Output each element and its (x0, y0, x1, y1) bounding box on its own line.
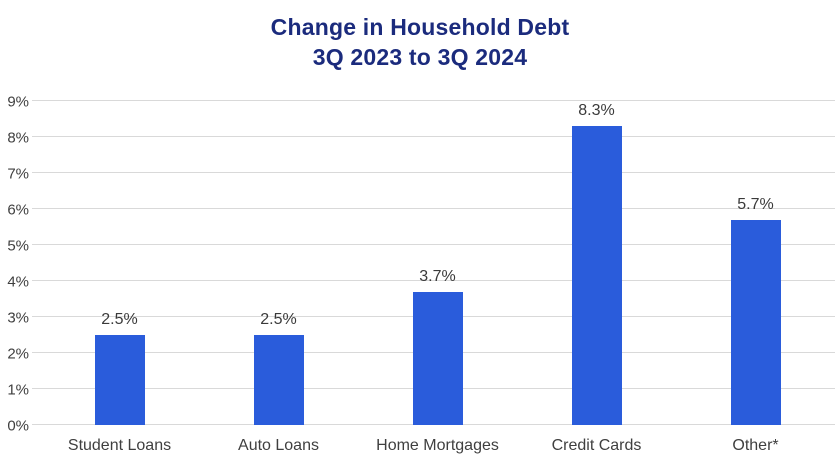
category-label: Credit Cards (551, 437, 642, 454)
ytick-label-3%: 3% (7, 309, 29, 327)
ytick-label-6%: 6% (7, 201, 29, 219)
chart-title: Change in Household Debt 3Q 2023 to 3Q 2… (0, 12, 840, 72)
ytick-mark-7% (32, 171, 40, 173)
category-label: Home Mortgages (376, 437, 499, 454)
ytick-label-0%: 0% (7, 417, 29, 435)
gridline-7% (40, 171, 835, 173)
ytick-mark-9% (32, 99, 40, 101)
ytick-label-1%: 1% (7, 381, 29, 399)
ytick-mark-1% (32, 387, 40, 390)
bar-slot-auto-loans: 2.5% Auto Loans (199, 101, 358, 454)
ytick-mark-0% (32, 423, 40, 425)
bar-credit-cards (571, 126, 622, 425)
bar-other- (730, 219, 781, 425)
ytick-mark-6% (32, 207, 40, 209)
bar-value-label: 8.3% (578, 102, 615, 120)
bar-value-label: 3.7% (419, 267, 456, 285)
plot-area: 0% 1% 2% 3% 4% 5% 6% 7% 8% 9% 2.5% Student Loans 2.5… (7, 93, 835, 454)
ytick-label-4%: 4% (7, 273, 29, 291)
bar-value-label: 2.5% (101, 311, 138, 328)
ytick-label-5%: 5% (7, 237, 29, 255)
bar-value-label: 2.5% (260, 311, 297, 328)
ytick-label-8%: 8% (7, 129, 29, 147)
category-label: Other* (732, 437, 779, 454)
ytick-mark-2% (32, 351, 40, 354)
bar-slot-other-: 5.7% Other* (676, 101, 835, 454)
gridline-8% (40, 135, 835, 138)
category-label: Auto Loans (238, 437, 319, 454)
ytick-mark-5% (32, 243, 40, 245)
category-label: Student Loans (67, 437, 172, 454)
ytick-label-2%: 2% (7, 345, 29, 363)
ytick-label-7%: 7% (7, 165, 29, 183)
bar-home-mortgages (412, 291, 463, 425)
gridline-5% (40, 243, 835, 245)
bar-auto-loans (253, 335, 304, 425)
ytick-label-9%: 9% (7, 93, 29, 111)
gridline-4% (40, 279, 835, 282)
ytick-mark-4% (32, 279, 40, 282)
chart-title-line1: Change in Household Debt (270, 14, 570, 40)
bar-slot-student-loans: 2.5% Student Loans (40, 101, 199, 454)
bar-value-label: 5.7% (737, 195, 774, 213)
chart-title-line2: 3Q 2023 to 3Q 2024 (312, 44, 528, 70)
bar-student-loans (94, 335, 145, 425)
ytick-mark-3% (32, 315, 40, 317)
gridline-9% (40, 99, 835, 101)
bar-slot-credit-cards: 8.3% Credit Cards (517, 101, 676, 454)
ytick-mark-8% (32, 135, 40, 138)
bar-slot-home-mortgages: 3.7% Home Mortgages (358, 101, 517, 454)
gridline-6% (40, 207, 835, 209)
